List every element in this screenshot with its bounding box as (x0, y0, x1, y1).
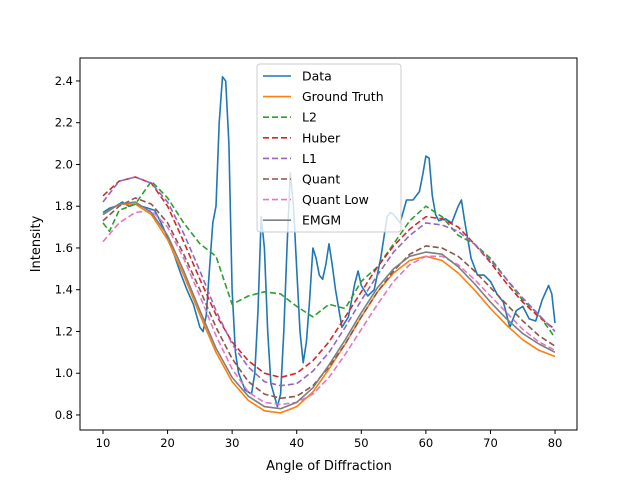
series-line-emgm (102, 201, 556, 410)
y-tick-label: 2.4 (55, 74, 73, 88)
y-tick-label: 1.4 (55, 283, 73, 297)
legend-label: L1 (302, 151, 317, 166)
series-lines (102, 76, 556, 414)
y-tick-label: 2.2 (55, 116, 73, 130)
series-line-quant (102, 197, 556, 400)
x-tick-label: 30 (225, 436, 240, 450)
legend-label: EMGM (302, 213, 341, 228)
y-tick-label: 1.8 (55, 199, 73, 213)
y-tick-label: 1.2 (55, 324, 73, 338)
legend-label: L2 (302, 110, 317, 125)
legend-label: Data (302, 69, 332, 84)
x-tick-label: 60 (419, 436, 434, 450)
x-tick-label: 10 (96, 436, 111, 450)
x-axis-label: Angle of Diffraction (266, 459, 392, 474)
x-tick-label: 70 (483, 436, 498, 450)
legend: Data Ground Truth L2 Huber L1 Quant Quant Low E… (256, 63, 402, 233)
y-axis: 0.8 1.0 1.2 1.4 1.6 1.8 2.0 2.2 2.4 (55, 74, 80, 422)
y-axis-label: Intensity (29, 215, 44, 272)
plot-frame (79, 57, 578, 431)
series-line-quant-low (102, 209, 556, 406)
legend-box (256, 63, 402, 233)
series-line-ground-truth (102, 203, 556, 414)
y-tick-label: 1.0 (55, 366, 73, 380)
x-tick-label: 20 (160, 436, 175, 450)
series-line-huber (102, 176, 556, 379)
x-tick-label: 80 (548, 436, 563, 450)
x-tick-label: 50 (354, 436, 369, 450)
legend-label: Ground Truth (302, 89, 384, 104)
y-tick-label: 1.6 (55, 241, 73, 255)
legend-label: Quant (302, 172, 340, 187)
legend-label: Huber (302, 130, 341, 145)
x-axis: 10 20 30 40 50 60 70 80 (96, 430, 563, 450)
series-line-l1 (102, 176, 556, 387)
y-tick-label: 2.0 (55, 157, 73, 171)
x-tick-label: 40 (289, 436, 304, 450)
y-tick-label: 0.8 (55, 408, 73, 422)
legend-label: Quant Low (302, 192, 369, 207)
series-line-data (102, 76, 556, 408)
